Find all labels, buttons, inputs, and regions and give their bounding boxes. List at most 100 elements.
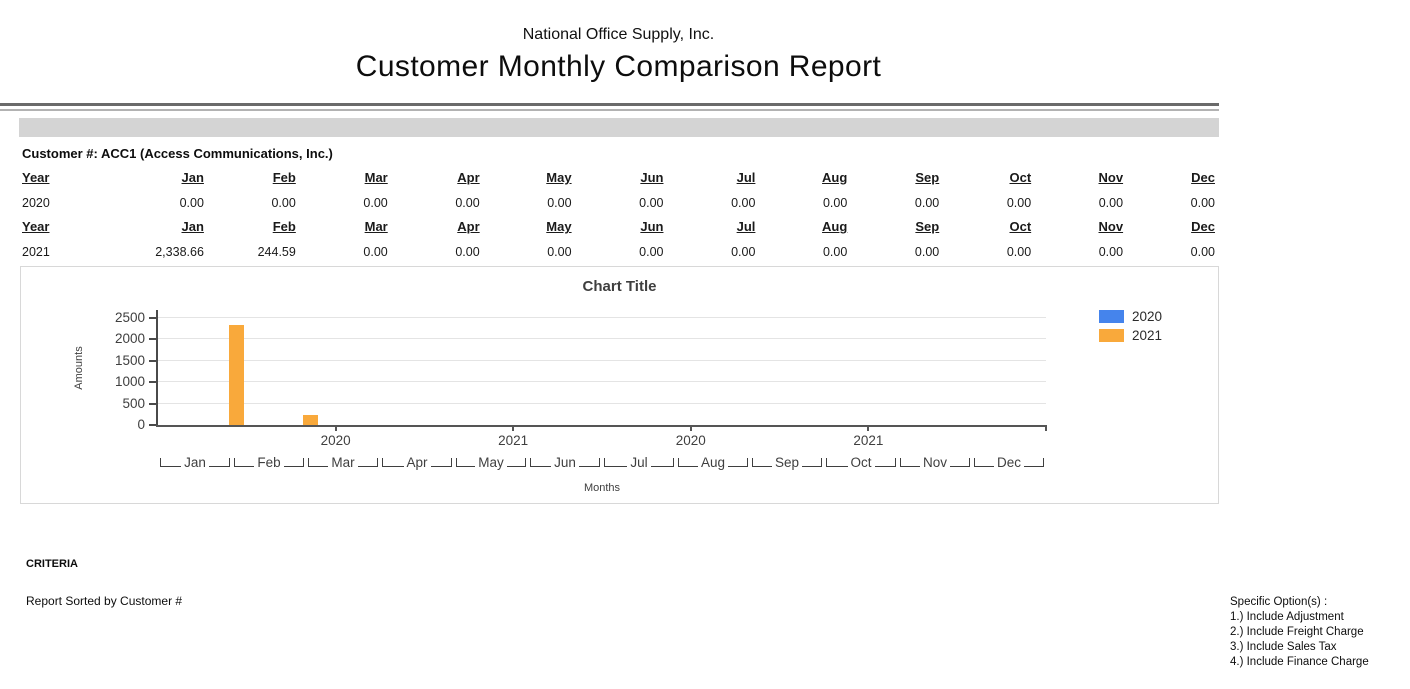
- y-tick-label: 2500: [114, 310, 145, 325]
- x-axis-line: [156, 425, 1047, 427]
- x-category-label: Apr: [406, 455, 428, 470]
- x-category-label: May: [478, 455, 504, 470]
- x-tick: [512, 425, 515, 431]
- table-cell-value: 0.00: [822, 195, 848, 210]
- legend-swatch-icon: [1099, 329, 1124, 342]
- y-tick-label: 1000: [114, 374, 145, 390]
- table-header-month: Apr: [457, 170, 480, 185]
- x-tick: [867, 425, 870, 431]
- bracket-right: [950, 458, 971, 467]
- table-header-month: Feb: [272, 170, 296, 185]
- table-cell-value: 0.00: [455, 245, 480, 260]
- x-category-label: Mar: [331, 455, 355, 470]
- bracket-right: [578, 458, 600, 467]
- bracket-right: [802, 458, 822, 467]
- bracket-left: [382, 458, 404, 467]
- option-line: 2.) Include Freight Charge: [1230, 626, 1364, 638]
- chart-legend: 2020 2021: [1099, 309, 1162, 347]
- table-header-month: Sep: [915, 170, 940, 185]
- bracket-right: [1024, 458, 1045, 467]
- legend-label: 2021: [1132, 328, 1163, 343]
- table-cell-value: 0.00: [731, 245, 756, 260]
- table-cell-value: 0.00: [1006, 195, 1032, 210]
- table-header-month: Aug: [822, 219, 848, 235]
- table-cell-value: 0.00: [1098, 195, 1124, 210]
- x-category-label: Jan: [184, 455, 206, 470]
- x-category-mar: Mar: [308, 454, 378, 471]
- table-header-month: Jan: [181, 219, 204, 235]
- x-year-label: 2020: [675, 433, 706, 448]
- x-category-label: Sep: [774, 455, 800, 470]
- x-category-oct: Oct: [826, 454, 897, 471]
- table-cell-year: 2020: [22, 195, 50, 210]
- x-tick: [689, 425, 692, 431]
- y-tick: [149, 359, 157, 362]
- option-line: 1.) Include Adjustment: [1230, 611, 1344, 623]
- bracket-left: [826, 458, 848, 467]
- table-cell-value: 0.00: [455, 195, 480, 210]
- x-category-feb: Feb: [234, 454, 305, 471]
- table-header-month: Dec: [1191, 170, 1215, 185]
- table-header-month: Nov: [1098, 219, 1124, 235]
- bracket-right: [650, 458, 675, 467]
- table-header-month: Jun: [640, 219, 664, 235]
- bracket-right: [506, 458, 527, 467]
- bracket-left: [974, 458, 994, 467]
- x-category-dec: Dec: [974, 454, 1045, 471]
- bar-2021-feb: [303, 414, 318, 425]
- chart-panel: Chart Title Amounts 0 500 1000 1500 2000 2500…: [20, 266, 1219, 504]
- legend-swatch-icon: [1099, 310, 1124, 323]
- specific-options-block: Specific Option(s) : 1.) Include Adjustm…: [1230, 595, 1369, 670]
- legend-label: 2020: [1132, 309, 1163, 324]
- x-category-label: Jul: [630, 455, 648, 470]
- table-header-month: Mar: [364, 170, 388, 185]
- legend-item-2021: 2021: [1099, 328, 1162, 343]
- table-header-month: Oct: [1009, 170, 1032, 185]
- table-cell-value: 0.00: [639, 195, 664, 210]
- table-header-month: Sep: [915, 219, 940, 235]
- bracket-left: [678, 458, 698, 467]
- y-tick-label: 0: [137, 417, 145, 432]
- y-tick: [149, 317, 157, 319]
- bracket-left: [530, 458, 552, 467]
- table-header-month: Jul: [736, 219, 756, 235]
- table-header-month: Jun: [640, 170, 664, 185]
- options-heading: Specific Option(s) :: [1230, 596, 1328, 608]
- x-category-nov: Nov: [900, 454, 971, 471]
- table-cell-value: 0.00: [363, 195, 388, 210]
- x-category-jun: Jun: [530, 454, 600, 471]
- x-year-label: 2020: [320, 433, 351, 448]
- y-tick: [149, 381, 157, 384]
- table-header-year: Year: [22, 219, 50, 235]
- table-cell-value: 0.00: [363, 245, 388, 260]
- x-category-may: May: [456, 454, 527, 471]
- company-name: National Office Supply, Inc.: [522, 26, 715, 43]
- table-cell-value: 0.00: [914, 245, 940, 260]
- table-cell-value: 0.00: [1190, 195, 1215, 210]
- x-category-jul: Jul: [604, 454, 675, 471]
- legend-item-2020: 2020: [1099, 309, 1162, 324]
- table-cell-value: 0.00: [271, 195, 296, 210]
- page-title: Customer Monthly Comparison Report: [355, 50, 882, 83]
- bracket-left: [160, 458, 182, 467]
- y-axis-title: Amounts: [73, 346, 85, 390]
- monthly-comparison-table: Year Jan Feb Mar Apr May Jun Jul Aug Sep Oct Nov Dec…: [22, 166, 1215, 265]
- y-tick-label: 2000: [114, 331, 145, 347]
- x-category-label: Feb: [257, 455, 281, 470]
- bracket-right: [283, 458, 305, 467]
- report-header: National Office Supply, Inc. Customer Mo…: [0, 26, 1237, 84]
- table-header-month: Feb: [272, 219, 296, 235]
- divider-line-dark: [0, 103, 1219, 106]
- options-list: 1.) Include Adjustment 2.) Include Freigh…: [1230, 610, 1369, 670]
- x-year-label: 2021: [853, 433, 884, 448]
- gridline: [158, 402, 1046, 404]
- table-cell-value: 0.00: [1098, 245, 1124, 260]
- x-axis-title: Months: [583, 482, 621, 494]
- table-header-month: Dec: [1191, 219, 1215, 235]
- table-cell-value: 0.00: [547, 195, 572, 210]
- x-category-apr: Apr: [382, 454, 453, 471]
- bracket-right: [357, 458, 378, 467]
- bracket-right: [728, 458, 748, 467]
- x-category-label: Aug: [700, 455, 726, 470]
- table-header-month: May: [546, 219, 572, 235]
